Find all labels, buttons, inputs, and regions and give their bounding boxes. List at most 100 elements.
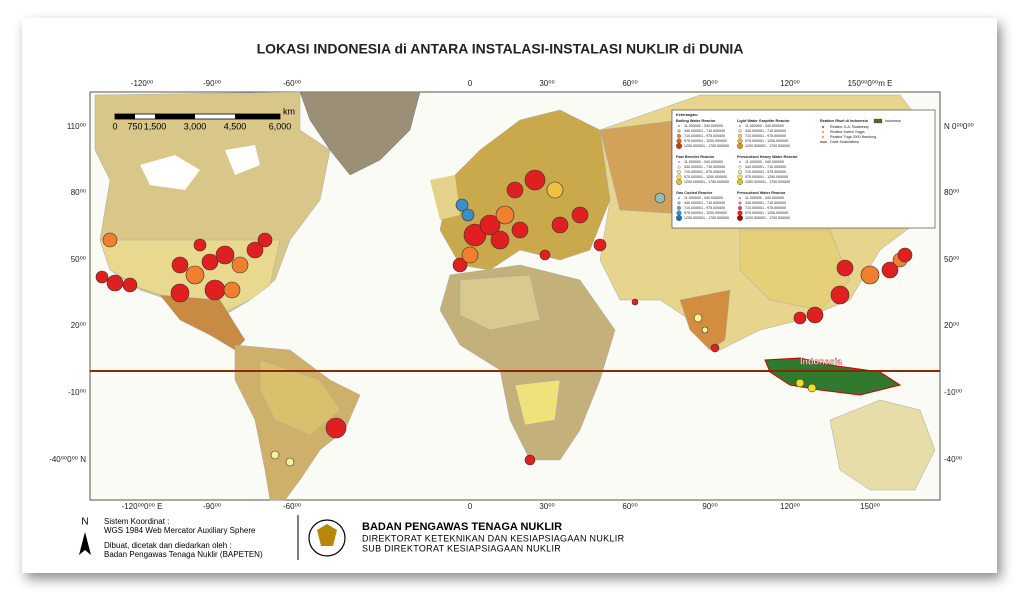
legend-symbol (676, 179, 682, 185)
legend-research-symbol (822, 136, 824, 138)
grid-label-right: -40⁰⁰ (944, 455, 962, 464)
grid-label-top: 0 (468, 79, 473, 88)
legend-class: 11.000000 - 340.000000 (745, 124, 784, 128)
legend-group: Boiling Water Reactor (676, 119, 716, 123)
legend-class: 1200.000001 - 1700.000000 (684, 180, 729, 184)
grid-label-top: 60⁰⁰ (622, 79, 637, 88)
legend-symbol (738, 201, 742, 205)
grid-label-bottom: 30⁰⁰ (539, 502, 554, 511)
legend-class: 340.000001 - 710.000000 (684, 165, 725, 169)
scale-label: 4,500 (224, 121, 247, 131)
grid-label-right: 50⁰⁰ (944, 255, 959, 264)
grid-label-top: 30⁰⁰ (539, 79, 554, 88)
grid-label-bottom: -90⁰⁰ (203, 502, 221, 511)
grid-label-left: 50⁰⁰ (71, 255, 86, 264)
scale-unit: km (283, 106, 295, 116)
grid-label-left: -40⁰⁰0⁰⁰ N (49, 455, 86, 464)
legend-class: 710.000001 - 975.000000 (745, 170, 786, 174)
scale-label: 6,000 (269, 121, 292, 131)
legend-research-item: Reaktor G.A. Siwabessy (830, 125, 869, 129)
legend-symbol (678, 125, 680, 127)
legend-research: Reaktor Riset di Indonesia (820, 119, 869, 123)
legend-class: 340.000001 - 710.000000 (684, 129, 725, 133)
legend-class: 975.000001 - 1200.000000 (745, 139, 788, 143)
legend-class: 975.000001 - 1200.000000 (684, 211, 727, 215)
dept: DIREKTORAT KETEKNIKAN DAN KESIAPSIAGAAN … (362, 533, 625, 543)
legend-symbol (678, 161, 680, 163)
legend-class: 1200.000001 - 1700.000000 (745, 216, 790, 220)
legend-class: 11.000000 - 340.000000 (684, 124, 723, 128)
north-arrow (79, 532, 91, 555)
legend-symbol (678, 197, 680, 199)
legend-symbol (676, 174, 682, 180)
legend-class: 710.000001 - 975.000000 (684, 206, 725, 210)
legend-group: Gas Cooled Reactor (676, 191, 713, 195)
grid-label-bottom: -60⁰⁰ (283, 502, 301, 511)
grid-label-top: 120⁰⁰ (780, 79, 800, 88)
legend-research-item: Reaktor Kartini Yogya (830, 130, 865, 134)
legend-symbol (677, 129, 681, 133)
grid-label-right: -10⁰⁰ (944, 388, 962, 397)
grid-label-top: 90⁰⁰ (702, 79, 717, 88)
grid-label-top: -120⁰⁰ (131, 79, 153, 88)
grid-label-top: 150⁰⁰0⁰⁰m E (848, 79, 893, 88)
legend-research-symbol (822, 126, 824, 128)
legend-country: Indonesia (885, 119, 901, 123)
legend-symbol (738, 206, 742, 210)
legend-class: 710.000001 - 975.000000 (684, 170, 725, 174)
grid-label-right: 80⁰⁰ (944, 188, 959, 197)
legend-research-item: Reaktor Triga 2000 Bandung (830, 135, 876, 139)
grid-label-bottom: 0 (468, 502, 473, 511)
legend-symbol (739, 161, 741, 163)
grid-label-right: N 0⁰⁰0⁰⁰ (944, 122, 974, 131)
legend-symbol (739, 125, 741, 127)
legend-class: 975.000001 - 1200.000000 (684, 175, 727, 179)
legend-class: 975.000001 - 1200.000000 (745, 175, 788, 179)
legend-class: 710.000001 - 975.000000 (684, 134, 725, 138)
grid-label-left: 110⁰⁰ (67, 122, 86, 131)
made-by: Dibuat, dicetak dan diedarkan oleh : (104, 541, 232, 550)
legend-group: Pressurised Water Reactor (737, 191, 786, 195)
grid-label-top: -60⁰⁰ (283, 79, 301, 88)
legend-group: Pressurised Heavy Water Reactor (737, 155, 798, 159)
legend-symbol (739, 197, 741, 199)
legend-country-symbol (873, 118, 883, 124)
scale-label: 0 (112, 121, 117, 131)
legend-class: 340.000001 - 710.000000 (745, 165, 786, 169)
legend-symbol (737, 143, 743, 149)
legend-class: 1200.000001 - 1700.000000 (684, 216, 729, 220)
north-label: N (81, 517, 88, 528)
legend-symbol (737, 215, 743, 221)
legend-research-symbol (822, 131, 824, 133)
legend-symbol (737, 174, 743, 180)
legend-class: 975.000001 - 1200.000000 (745, 211, 788, 215)
legend-class: 11.000000 - 340.000000 (684, 160, 723, 164)
legend-symbol (737, 138, 743, 144)
legend-symbol (677, 134, 681, 138)
legend-class: 340.000001 - 710.000000 (684, 201, 725, 205)
grid-label-bottom: 150⁰⁰ (860, 502, 880, 511)
legend-symbol (737, 210, 743, 216)
grid-label-bottom: 90⁰⁰ (702, 502, 717, 511)
grid-label-left: 80⁰⁰ (71, 188, 86, 197)
grid-label-bottom: 60⁰⁰ (622, 502, 637, 511)
legend-class: 340.000001 - 710.000000 (745, 201, 786, 205)
legend-class: 1200.000001 - 1700.000000 (745, 180, 790, 184)
org: BADAN PENGAWAS TENAGA NUKLIR (362, 521, 562, 533)
logo-emblem (317, 524, 337, 546)
legend-symbol (677, 201, 681, 205)
grid-label-bottom: -120⁰⁰0⁰⁰ E (122, 502, 163, 511)
scale-label: 1,500 (144, 121, 167, 131)
legend-symbol (677, 206, 681, 210)
legend-symbol (738, 165, 742, 169)
legend-class: 11.000000 - 340.000000 (684, 196, 723, 200)
legend-group: Fast Breeder Reactor (676, 155, 715, 159)
subdept: SUB DIREKTORAT KESIAPSIAGAAN NUKLIR (362, 543, 561, 553)
legend-symbol (676, 138, 682, 144)
legend-symbol (676, 143, 682, 149)
legend-class: 11.000000 - 340.000000 (745, 160, 784, 164)
legend-class: 710.000001 - 975.000000 (745, 134, 786, 138)
legend-symbol (737, 179, 743, 185)
map-label: Indonesia (800, 356, 843, 366)
